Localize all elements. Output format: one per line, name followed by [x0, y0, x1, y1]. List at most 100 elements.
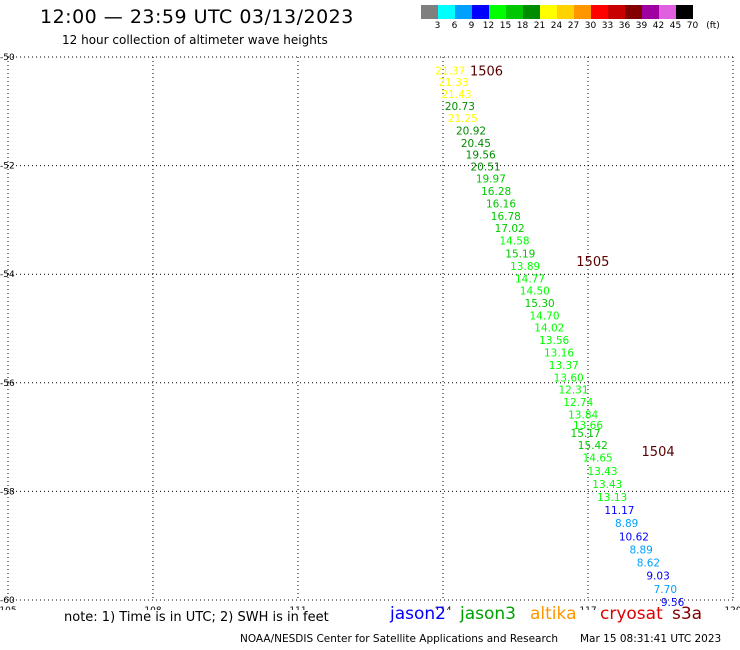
observation-label: 13.56	[539, 335, 569, 347]
color-scale-label: 30	[584, 21, 597, 31]
observation-label: 9.03	[646, 571, 669, 583]
observation-label: 16.16	[486, 199, 516, 211]
observation-label: 15.30	[525, 298, 555, 310]
lat-tick-label: -58	[0, 487, 15, 497]
color-scale-label: 42	[652, 21, 665, 31]
color-scale-swatch-33	[591, 5, 608, 19]
time-label: 1506	[470, 65, 503, 80]
observation-label: 21.43	[442, 89, 472, 101]
satellite-legend-jason3: jason3	[460, 604, 516, 624]
satellite-legend-cryosat: cryosat	[600, 604, 663, 624]
observation-label: 15.19	[505, 249, 535, 261]
color-scale-swatch-6	[438, 5, 455, 19]
observation-label: 17.02	[495, 223, 525, 235]
observation-labels: 21.3721.3321.4320.7321.2520.9220.4519.56…	[435, 66, 684, 610]
page-title: 12:00 — 23:59 UTC 03/13/2023	[40, 6, 354, 28]
satellite-legend-s3a: s3a	[672, 604, 703, 624]
observation-label: 8.89	[629, 545, 652, 557]
observation-label: 20.92	[456, 125, 486, 137]
observation-label: 14.77	[515, 274, 545, 286]
observation-label: 13.43	[592, 479, 622, 491]
color-scale-label: 6	[451, 21, 458, 31]
color-scale-label: 27	[567, 21, 580, 31]
color-scale-label: 70	[686, 21, 699, 31]
observation-label: 21.33	[439, 77, 469, 89]
color-scale-swatch-18	[506, 5, 523, 19]
color-scale-swatch-3	[421, 5, 438, 19]
observation-label: 16.28	[481, 186, 511, 198]
observation-label: 7.70	[654, 584, 677, 596]
observation-label: 14.50	[520, 285, 550, 297]
observation-label: 20.45	[461, 138, 491, 150]
lon-tick-label: 117	[579, 606, 596, 610]
note-text: note: 1) Time is in UTC; 2) SWH is in fe…	[64, 610, 329, 625]
page-subtitle: 12 hour collection of altimeter wave hei…	[62, 33, 328, 47]
observation-label: 13.60	[554, 372, 584, 384]
map-grid	[7, 56, 734, 601]
observation-label: 13.16	[544, 347, 574, 359]
observation-label: 15.42	[578, 440, 608, 452]
color-scale-label: 33	[601, 21, 614, 31]
color-scale-swatch-12	[472, 5, 489, 19]
observation-label: 8.89	[615, 518, 638, 530]
time-labels: 1506 1505 1504	[470, 65, 675, 461]
lat-tick-label: -50	[0, 53, 15, 63]
observation-label: 12.74	[563, 397, 593, 409]
time-label: 1504	[642, 445, 675, 460]
footer-credit: NOAA/NESDIS Center for Satellite Applica…	[240, 633, 558, 645]
observation-label: 14.02	[534, 322, 564, 334]
color-scale-label: 12	[482, 21, 495, 31]
color-scale-label: 15	[499, 21, 512, 31]
color-scale-swatch-9	[455, 5, 472, 19]
observation-label: 19.97	[476, 174, 506, 186]
satellite-legend-altika: altika	[530, 604, 577, 624]
color-scale-label: 24	[550, 21, 563, 31]
observation-label: 14.65	[583, 453, 613, 465]
color-scale-swatch-27	[557, 5, 574, 19]
color-scale-swatch-36	[608, 5, 625, 19]
color-scale-label: 9	[468, 21, 475, 31]
color-scale-swatch-30	[574, 5, 591, 19]
lat-tick-label: -60	[0, 596, 15, 606]
lon-tick-label: 108	[144, 606, 161, 610]
color-scale-label: 18	[516, 21, 529, 31]
observation-label: 8.62	[637, 558, 660, 570]
timestamp: Mar 15 08:31:41 UTC 2023	[580, 633, 722, 645]
color-scale-swatch-42	[642, 5, 659, 19]
lon-tick-label: 111	[289, 606, 306, 610]
observation-label: 14.70	[529, 310, 559, 322]
observation-label: 9.56	[661, 597, 685, 609]
observation-label: 14.58	[500, 236, 530, 248]
observation-label: 11.17	[604, 505, 634, 517]
observation-label: 10.62	[619, 531, 649, 543]
time-label: 1505	[576, 255, 609, 270]
lon-tick-label: 120	[724, 606, 740, 610]
observation-label: 20.51	[471, 162, 501, 174]
color-scale-label: 21	[533, 21, 546, 31]
color-scale	[421, 5, 693, 19]
color-scale-swatch-24	[540, 5, 557, 19]
lat-tick-label: -56	[0, 379, 15, 389]
observation-label: 13.13	[597, 492, 627, 504]
observation-label: 16.78	[491, 211, 521, 223]
observation-label: 15.17	[571, 428, 601, 440]
lat-tick-label: -52	[0, 162, 15, 172]
color-scale-swatch-15	[489, 5, 506, 19]
color-scale-swatch-39	[625, 5, 642, 19]
color-scale-label: 36	[618, 21, 631, 31]
observation-label: 13.43	[587, 466, 617, 478]
observation-label: 20.73	[445, 101, 475, 113]
observation-label: 13.84	[568, 409, 598, 421]
color-scale-label: 39	[635, 21, 648, 31]
lon-tick-label: 105	[0, 606, 17, 610]
wave-height-map: 105 108 111 114 117 120 -50 -52 -54 -56 -58 -60 21.…	[0, 53, 740, 610]
observation-label: 13.89	[510, 261, 540, 273]
color-scale-swatch-45	[659, 5, 676, 19]
observation-label: 13.66	[573, 420, 603, 432]
observation-label: 13.37	[549, 360, 579, 372]
legend-row: note: 1) Time is in UTC; 2) SWH is in fe…	[0, 604, 740, 628]
lat-tick-label: -54	[0, 270, 15, 280]
color-scale-swatch-70	[676, 5, 693, 19]
color-scale-swatch-21	[523, 5, 540, 19]
color-scale-label: 45	[669, 21, 682, 31]
